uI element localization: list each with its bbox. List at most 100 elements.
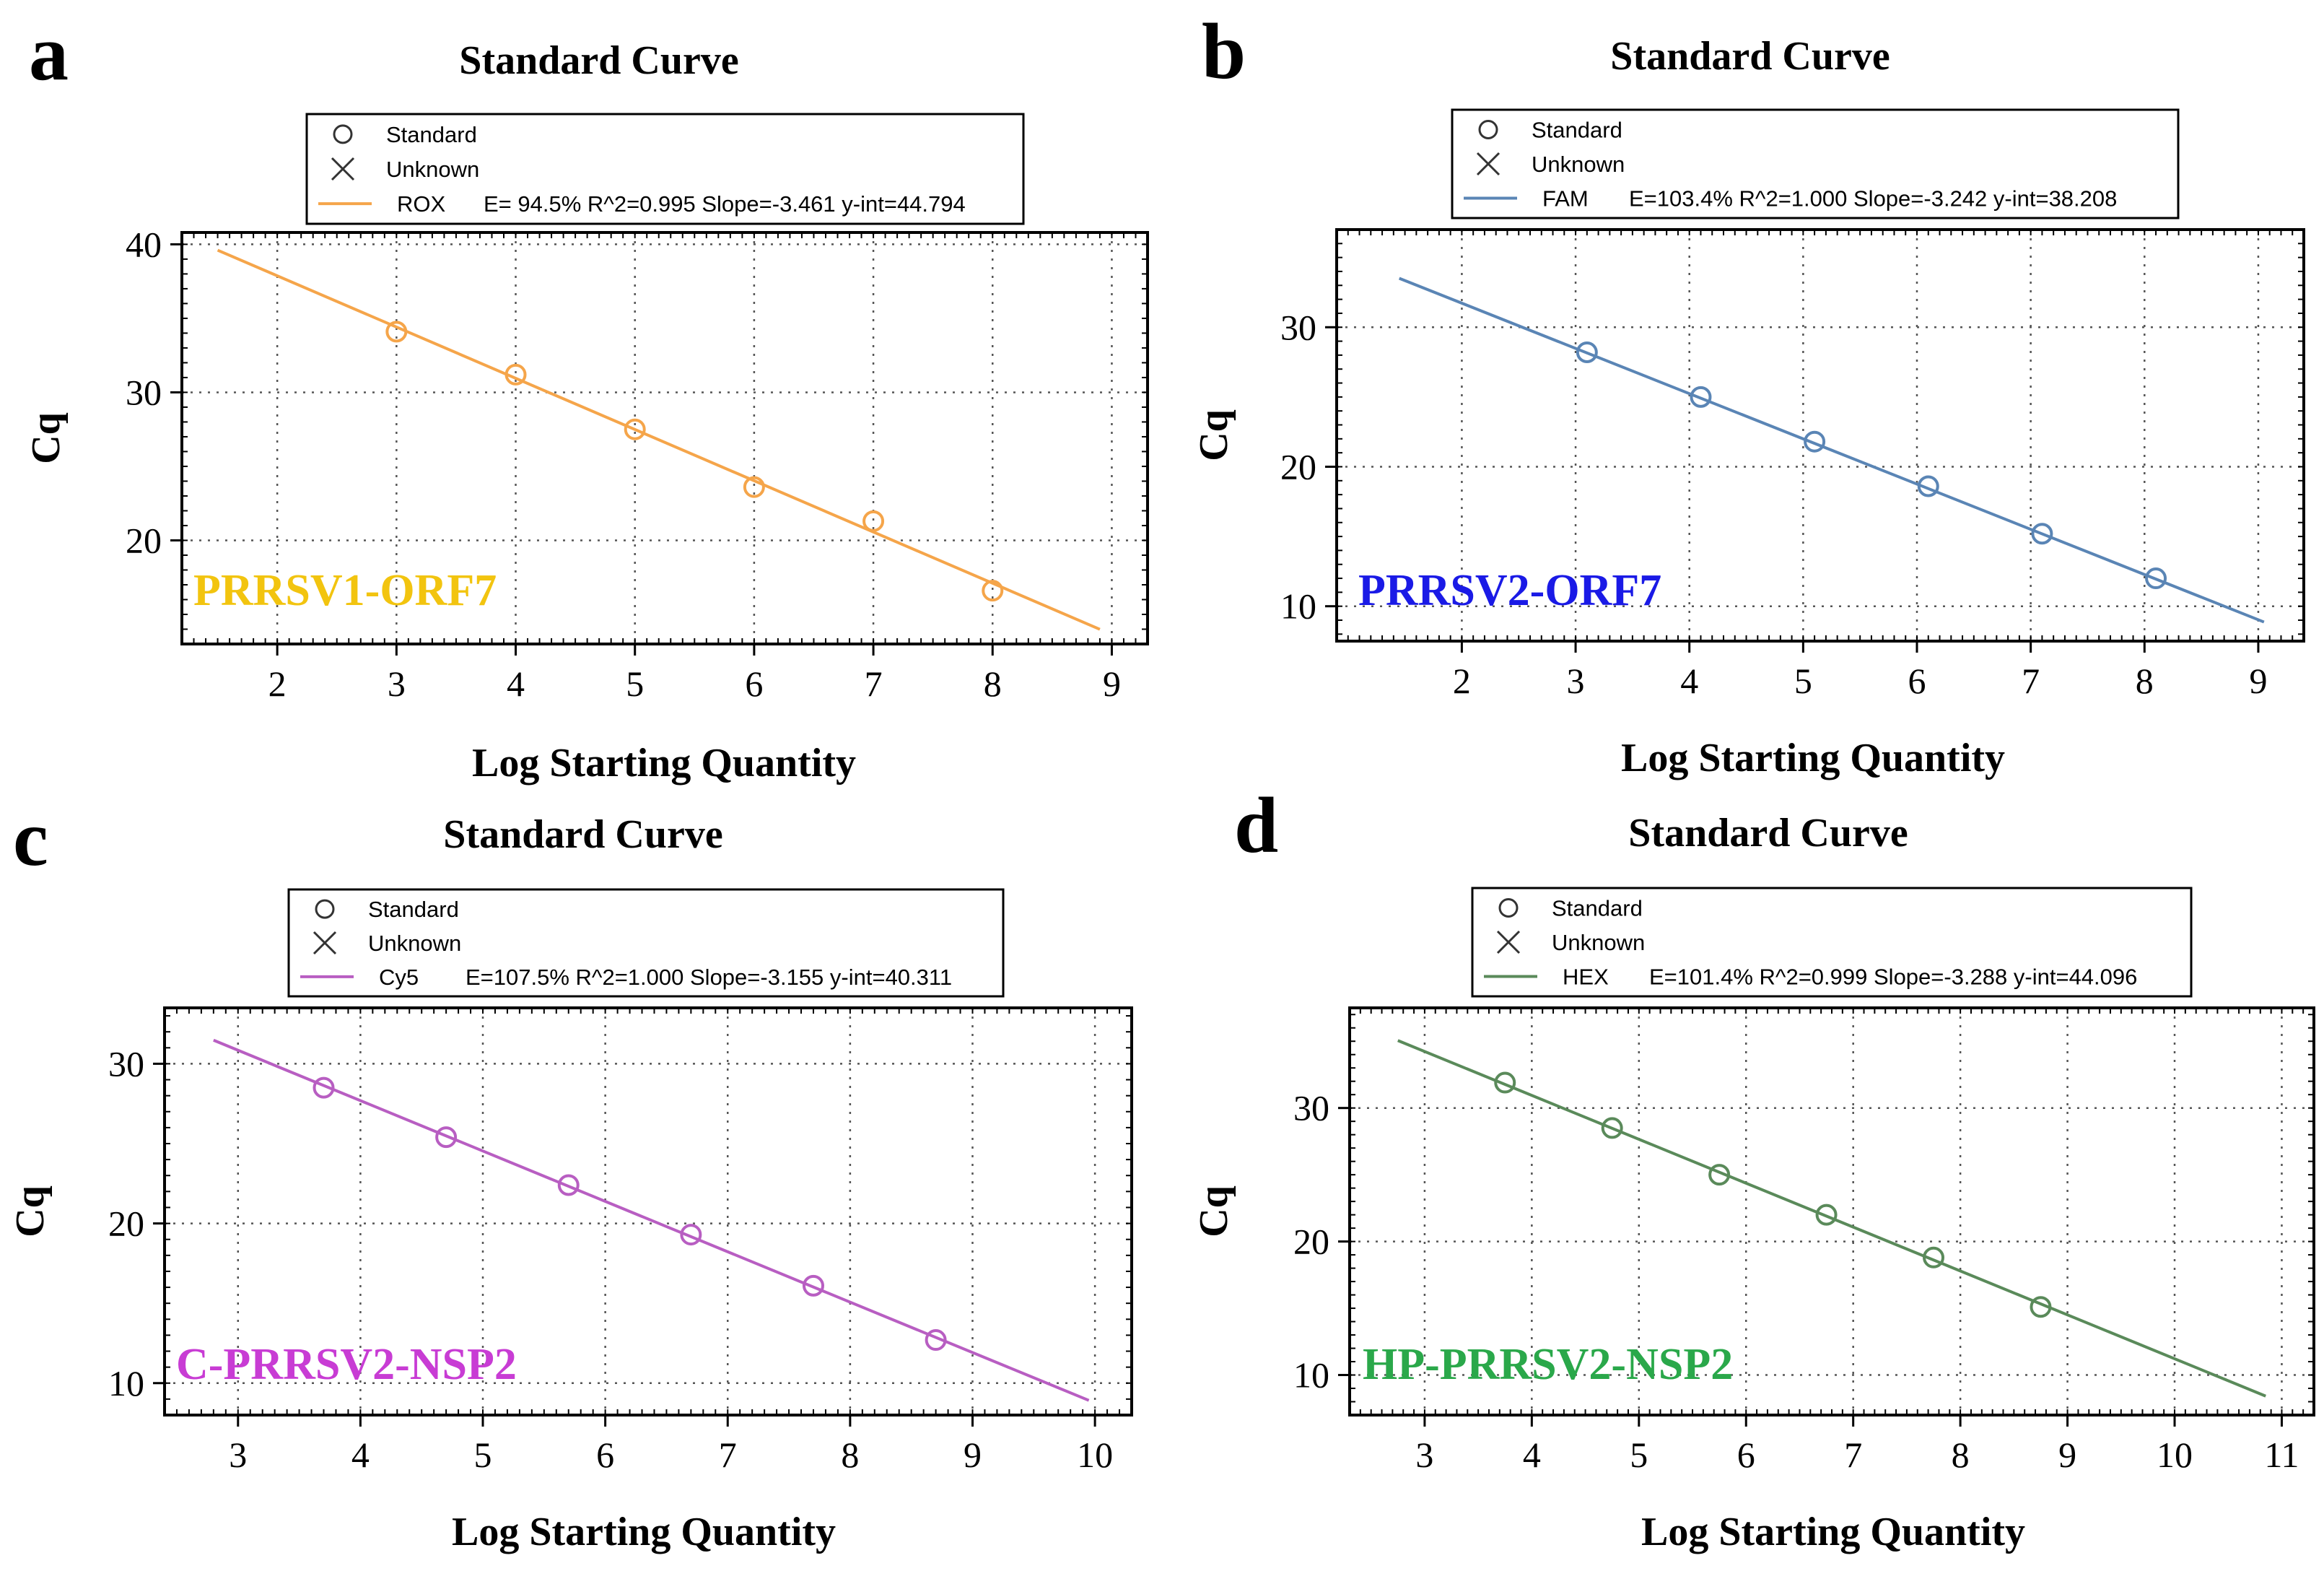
legend-standard-icon <box>315 899 335 919</box>
y-tick-label: 40 <box>126 224 162 264</box>
standard-point <box>504 363 527 386</box>
x-tick-label: 3 <box>1567 661 1585 701</box>
standard-point <box>1690 386 1712 408</box>
legend-standard-label: Standard <box>1532 118 1622 143</box>
y-tick-label: 20 <box>1280 446 1316 487</box>
x-axis-label: Log Starting Quantity <box>472 741 856 786</box>
y-tick-label: 30 <box>1280 307 1316 347</box>
standard-point <box>1708 1164 1731 1186</box>
standard-point <box>1494 1071 1516 1094</box>
legend-fluor-label: ROX <box>397 191 446 217</box>
x-tick-label: 4 <box>351 1435 370 1475</box>
chart-panel-a: a Standard Curve 2 3 4 5 6 7 8 9 20 30 40 Log Startin… <box>24 9 1149 786</box>
standard-point <box>982 580 1004 602</box>
standard-point <box>624 418 646 440</box>
x-tick-label: 6 <box>745 663 763 704</box>
panel-letter: b <box>1202 7 1246 95</box>
standard-point <box>1576 341 1598 364</box>
x-tick-label: 2 <box>268 663 287 704</box>
target-label: PRRSV2-ORF7 <box>1358 566 1661 615</box>
standard-point <box>1923 1246 1945 1268</box>
legend-box <box>305 113 1025 225</box>
standard-point <box>385 321 408 343</box>
legend-fluor-label: HEX <box>1563 965 1609 990</box>
x-tick-label: 2 <box>1453 661 1471 701</box>
x-tick-label: 8 <box>984 663 1002 704</box>
y-tick-label: 30 <box>108 1043 144 1084</box>
chart-panel-b: b Standard Curve 2 3 4 5 6 7 8 9 10 20 30 Log Startin… <box>1192 7 2305 780</box>
legend: Standard Unknown Cy5 E=107.5% R^2=1.000 Slo… <box>287 888 1005 998</box>
y-axis-label: Cq <box>1192 1185 1236 1237</box>
legend-box <box>1471 887 2193 998</box>
standard-point <box>313 1076 335 1099</box>
legend-unknown-icon <box>1476 152 1500 176</box>
standard-point <box>1917 475 1939 497</box>
legend-box <box>287 888 1005 998</box>
y-tick-label: 20 <box>108 1204 144 1244</box>
x-tick-label: 7 <box>1844 1435 1862 1475</box>
legend-fluor-label: Cy5 <box>379 965 419 990</box>
legend-unknown-icon <box>1496 930 1521 954</box>
legend-unknown-label: Unknown <box>368 931 461 956</box>
chart-panel-d: d Standard Curve 3 4 5 6 7 8 9 10 11 10 20 30 Log Star… <box>1192 781 2315 1554</box>
x-tick-label: 8 <box>841 1435 859 1475</box>
x-tick-label: 7 <box>865 663 883 704</box>
x-tick-label: 9 <box>964 1435 982 1475</box>
y-tick-label: 10 <box>1293 1355 1329 1396</box>
legend-unknown-icon <box>331 157 355 181</box>
y-axis-label: Cq <box>8 1185 53 1237</box>
x-axis-label: Log Starting Quantity <box>452 1510 836 1554</box>
x-tick-label: 8 <box>1952 1435 1970 1475</box>
grid <box>1337 230 2304 641</box>
fit-line <box>1398 277 2265 624</box>
standard-point <box>862 510 885 532</box>
x-tick-label: 8 <box>2136 661 2154 701</box>
fit-line <box>217 248 1101 631</box>
x-tick-label: 7 <box>719 1435 737 1475</box>
x-axis-label: Log Starting Quantity <box>1641 1510 2025 1554</box>
legend: Standard Unknown HEX E=101.4% R^2=0.999 Slo… <box>1471 887 2193 998</box>
y-axis-label: Cq <box>1192 409 1236 461</box>
standard-point <box>1804 430 1826 453</box>
legend: Standard Unknown ROX E= 94.5% R^2=0.995 Slo… <box>305 113 1025 225</box>
x-tick-label: 4 <box>1523 1435 1541 1475</box>
y-tick-label: 30 <box>126 372 162 412</box>
grid <box>165 1008 1132 1415</box>
plot-frame <box>1348 1006 2315 1416</box>
chart-title: Standard Curve <box>1628 811 1908 856</box>
standard-point <box>2145 567 2167 590</box>
target-label: HP-PRRSV2-NSP2 <box>1363 1340 1733 1389</box>
chart-title: Standard Curve <box>1610 34 1890 79</box>
x-axis-label: Log Starting Quantity <box>1621 736 2005 780</box>
plot-frame <box>180 231 1149 645</box>
x-tick-label: 10 <box>1077 1435 1113 1475</box>
legend-standard-label: Standard <box>1552 896 1643 921</box>
x-tick-label: 3 <box>388 663 406 704</box>
standard-point <box>743 476 765 498</box>
y-tick-label: 10 <box>1280 586 1316 627</box>
chart-title: Standard Curve <box>459 38 738 83</box>
legend-unknown-label: Unknown <box>1552 930 1645 955</box>
legend-unknown-icon <box>313 931 337 955</box>
x-tick-label: 9 <box>2058 1435 2076 1475</box>
legend: Standard Unknown FAM E=103.4% R^2=1.000 Slo… <box>1451 108 2180 219</box>
y-tick-label: 20 <box>126 520 162 560</box>
x-tick-label: 3 <box>229 1435 247 1475</box>
legend-fit-stats: E= 94.5% R^2=0.995 Slope=-3.461 y-int=44… <box>484 191 966 217</box>
legend-standard-icon <box>1478 120 1498 139</box>
legend-standard-icon <box>1498 898 1519 918</box>
x-tick-label: 6 <box>1737 1435 1755 1475</box>
y-tick-label: 10 <box>108 1363 144 1404</box>
x-tick-label: 4 <box>1680 661 1698 701</box>
legend-fit-stats: E=101.4% R^2=0.999 Slope=-3.288 y-int=44… <box>1649 965 2137 990</box>
x-tick-label: 7 <box>2022 661 2040 701</box>
x-tick-label: 5 <box>1630 1435 1648 1475</box>
standard-point <box>680 1224 702 1246</box>
panel-letter: c <box>13 794 48 882</box>
standard-point <box>435 1126 458 1149</box>
legend-fit-stats: E=107.5% R^2=1.000 Slope=-3.155 y-int=40… <box>466 965 952 990</box>
x-tick-label: 5 <box>626 663 644 704</box>
legend-standard-icon <box>333 124 353 144</box>
panel-letter: a <box>29 9 69 97</box>
